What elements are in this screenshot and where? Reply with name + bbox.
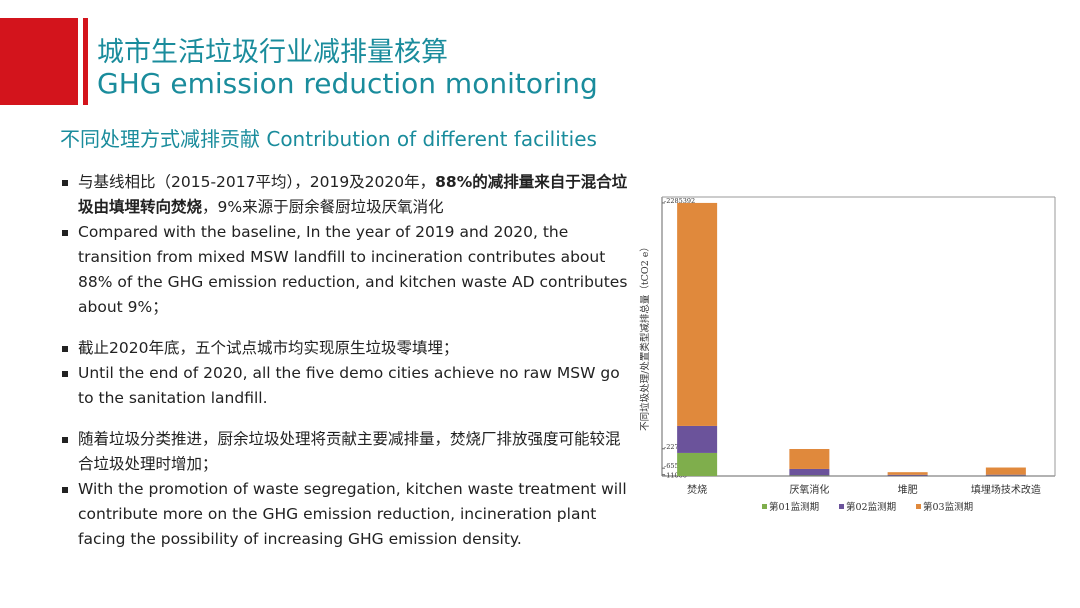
- legend-label: 第02监测期: [846, 501, 896, 513]
- bar-segment: [887, 474, 928, 476]
- y-tick-label: -11066: [664, 472, 687, 480]
- bar-segment: [677, 425, 718, 453]
- title-cn: 城市生活垃圾行业减排量核算: [97, 37, 448, 68]
- legend-swatch: [839, 504, 844, 509]
- y-axis-label: 不同垃圾处理/处置类型减排总量（tCO2 e）: [639, 242, 651, 431]
- text: ，9%来源于厨余餐厨垃圾厌氧消化: [202, 198, 444, 216]
- bullet: 随着垃圾分类推进，厨余垃圾处理将贡献主要减排量，焚烧厂排放强度可能较混合垃圾处理…: [60, 427, 630, 477]
- x-tick-label: 堆肥: [898, 484, 918, 496]
- bullet: Until the end of 2020, all the five demo…: [60, 361, 630, 411]
- bar-segment: [789, 448, 830, 469]
- title-en: GHG emission reduction monitoring: [97, 67, 598, 100]
- x-tick-label: 焚烧: [687, 483, 707, 496]
- bar-segment: [677, 452, 718, 476]
- text: 与基线相比（2015-2017平均），2019及2020年，: [78, 173, 436, 191]
- bullet: 截止2020年底，五个试点城市均实现原生垃圾零填埋；: [60, 336, 630, 361]
- x-tick-label: 厌氧消化: [789, 483, 829, 496]
- bullet: 与基线相比（2015-2017平均），2019及2020年，88%的减排量来自于…: [60, 170, 630, 220]
- legend-label: 第03监测期: [923, 501, 973, 513]
- bullet-list: 与基线相比（2015-2017平均），2019及2020年，88%的减排量来自于…: [60, 170, 630, 552]
- subtitle: 不同处理方式减排贡献 Contribution of different fac…: [60, 127, 597, 151]
- bullet: With the promotion of waste segregation,…: [60, 477, 630, 552]
- legend-label: 第01监测期: [769, 501, 819, 513]
- red-block: [0, 18, 78, 105]
- bar-segment: [789, 468, 830, 476]
- legend-swatch: [916, 504, 921, 509]
- red-bar: [83, 18, 88, 105]
- x-tick-label: 填埋场技术改造: [971, 483, 1041, 496]
- y-tick-label: -65531: [664, 462, 687, 470]
- bar-segment: [985, 467, 1026, 475]
- bar-segment: [887, 472, 928, 475]
- y-tick-label: -2285392: [664, 197, 695, 205]
- bar-segment: [985, 474, 1026, 476]
- bar-segment: [677, 202, 718, 426]
- bullet: Compared with the baseline, In the year …: [60, 220, 630, 320]
- bold-text: 88%的减排量来自于混合垃圾由填埋转向焚烧: [78, 173, 628, 216]
- legend-swatch: [762, 504, 767, 509]
